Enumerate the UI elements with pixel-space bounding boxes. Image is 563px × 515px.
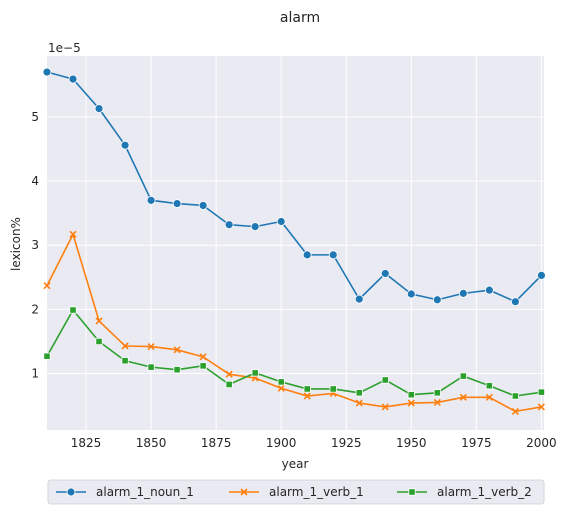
x-tick-label: 1900 (266, 436, 297, 450)
y-offset-label: 1e−5 (48, 41, 81, 55)
data-point (146, 195, 156, 205)
data-point (68, 74, 78, 84)
data-point (459, 393, 467, 401)
x-tick-label: 1825 (71, 436, 102, 450)
data-point (302, 250, 312, 260)
y-tick-label: 1 (31, 367, 39, 381)
legend-label: alarm_1_verb_2 (437, 485, 532, 499)
data-point (250, 222, 260, 232)
data-point (199, 353, 207, 361)
series-alarm_1_noun_1 (42, 67, 546, 307)
legend-box (47, 479, 545, 505)
data-point (433, 389, 441, 397)
legend-marker (66, 487, 76, 497)
data-point (329, 385, 337, 393)
data-point (484, 285, 494, 295)
chart-title: alarm (280, 10, 320, 26)
data-point (433, 398, 441, 406)
data-point (172, 199, 182, 208)
data-point (69, 230, 77, 238)
legend: alarm_1_noun_1 alarm_1_verb_1 alarm_1_verb… (47, 479, 545, 505)
x-axis-label: year (282, 457, 309, 471)
data-point (381, 403, 389, 411)
data-point (511, 392, 519, 400)
plot-area: 1825 1850 1875 1900 1925 1950 1975 2000 1 2 3 4 5 (31, 56, 557, 450)
data-point (198, 201, 208, 210)
data-point (95, 337, 103, 346)
data-point (173, 366, 181, 374)
plot-background (47, 56, 544, 430)
y-tick-label: 4 (31, 174, 39, 188)
series-line (46, 71, 542, 303)
series-line (46, 309, 542, 397)
data-point (277, 384, 285, 392)
x-tick-label: 1925 (331, 436, 362, 450)
data-point (121, 357, 129, 365)
y-tick-label: 5 (31, 110, 39, 124)
data-point (328, 250, 338, 260)
y-axis-label: lexicon% (9, 217, 23, 271)
data-point (224, 220, 234, 230)
data-point (251, 369, 259, 377)
x-tick-label: 1975 (461, 436, 492, 450)
data-point (147, 343, 155, 351)
data-point (381, 376, 389, 384)
data-point (354, 294, 364, 304)
data-point (537, 403, 545, 411)
data-point (199, 362, 207, 370)
data-point (511, 407, 519, 415)
grid (47, 56, 544, 430)
data-point (406, 289, 416, 299)
data-point (121, 342, 129, 350)
x-tick-label: 1875 (201, 436, 232, 450)
data-point (173, 346, 181, 354)
x-tick-label: 1950 (396, 436, 427, 450)
series-line (46, 233, 542, 413)
data-point (303, 385, 311, 393)
y-tick-label: 2 (31, 302, 39, 316)
data-point (94, 104, 104, 114)
data-point (407, 399, 415, 407)
data-point (485, 382, 493, 390)
data-point (43, 352, 51, 360)
data-point (147, 363, 155, 371)
data-point (276, 217, 286, 226)
legend-label: alarm_1_verb_1 (269, 485, 364, 499)
x-tick-label: 1850 (136, 436, 167, 450)
data-point (380, 269, 390, 278)
series-alarm_1_verb_1 (43, 230, 545, 415)
data-point (432, 295, 442, 305)
data-point (355, 389, 363, 397)
data-point (69, 306, 77, 314)
y-tick-label: 3 (31, 238, 39, 252)
legend-marker (408, 488, 416, 496)
data-point (459, 372, 467, 380)
data-point (485, 393, 493, 401)
data-point (43, 282, 51, 290)
legend-marker (240, 488, 248, 496)
data-point (277, 378, 285, 386)
series-alarm_1_verb_2 (43, 306, 545, 400)
data-point (42, 67, 52, 77)
data-point (458, 288, 468, 298)
data-point (120, 140, 130, 150)
data-point (95, 317, 103, 325)
data-point (537, 388, 545, 396)
legend-label: alarm_1_noun_1 (96, 485, 194, 499)
data-point (510, 297, 520, 307)
data-point (407, 391, 415, 399)
data-point (355, 399, 363, 407)
data-point (225, 370, 233, 378)
data-point (225, 380, 233, 389)
x-tick-label: 2000 (526, 436, 557, 450)
data-point (536, 270, 546, 280)
data-point (303, 392, 311, 400)
